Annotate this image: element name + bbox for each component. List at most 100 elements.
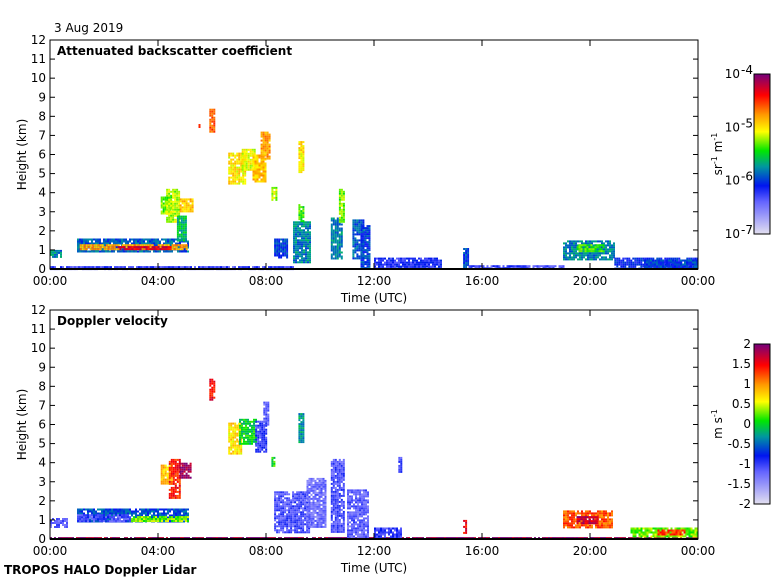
echo-pixel [603,252,605,255]
echo-pixel [142,266,144,269]
colorbar-step [754,213,770,214]
echo-pixel [81,238,83,241]
echo-pixel [107,238,109,241]
echo-pixel [105,244,108,247]
echo-pixel [178,492,181,495]
echo-pixel [189,470,192,473]
echo-pixel [105,512,107,515]
echo-pixel [356,219,359,222]
echo-pixel [599,254,601,257]
echo-pixel [288,266,290,269]
echo-pixel [56,518,58,520]
echo-pixel [613,242,615,245]
echo-pixel [160,472,163,475]
echo-pixel [342,206,345,209]
echo-pixel [284,252,287,255]
echo-pixel [115,244,118,247]
echo-pixel [162,266,164,269]
echo-pixel [185,198,188,201]
echo-pixel [288,525,291,528]
echo-pixel [293,239,295,242]
echo-pixel [87,238,89,241]
echo-pixel [115,520,117,523]
echo-pixel [300,523,303,526]
echo-pixel [182,229,185,232]
echo-pixel [153,242,155,245]
echo-pixel [583,252,585,255]
echo-pixel [245,154,248,157]
echo-pixel [174,190,177,193]
echo-pixel [266,131,269,134]
echo-pixel [166,266,168,269]
echo-pixel [83,240,85,243]
echo-pixel [589,252,591,255]
echo-pixel [628,265,631,268]
echo-pixel [177,514,179,517]
echo-pixel [173,244,176,247]
echo-pixel [131,248,134,251]
echo-pixel [614,261,617,264]
echo-pixel [125,518,127,521]
echo-pixel [141,518,143,521]
echo-pixel [171,242,173,245]
echo-pixel [185,210,188,213]
echo-pixel [124,266,126,269]
echo-pixel [298,527,301,530]
echo-pixel [121,512,123,515]
echo-pixel [109,514,111,517]
echo-pixel [386,261,388,264]
echo-pixel [62,522,64,524]
echo-pixel [251,430,253,433]
echo-pixel [258,154,261,157]
echo-pixel [276,242,279,245]
colorbar-tick-label: 10 [725,120,740,134]
echo-pixel [158,266,160,269]
echo-pixel [567,256,569,259]
echo-pixel [113,240,115,243]
echo-pixel [209,382,212,385]
echo-pixel [107,510,109,513]
echo-pixel [185,246,188,249]
echo-pixel [117,514,119,517]
echo-pixel [598,244,601,247]
echo-region [298,413,305,444]
echo-pixel [396,263,398,266]
echo-pixel [302,435,305,438]
colorbar-step [754,119,770,120]
echo-pixel [187,516,189,519]
echo-pixel [238,166,241,169]
echo-pixel [332,231,335,234]
echo-pixel [672,257,675,260]
echo-pixel [298,218,301,221]
echo-pixel [300,515,303,518]
echo-pixel [169,244,171,247]
echo-pixel [147,518,149,521]
echo-pixel [573,242,575,245]
echo-pixel [174,220,177,223]
echo-pixel [213,382,216,385]
echo-pixel [236,174,239,177]
echo-pixel [282,531,285,534]
echo-pixel [264,151,267,154]
echo-pixel [89,508,91,511]
echo-pixel [573,252,575,255]
echo-pixel [238,450,241,453]
echo-pixel [77,518,79,521]
echo-pixel [300,151,303,154]
echo-pixel [179,246,182,249]
echo-pixel [284,505,287,508]
echo-pixel [280,525,283,528]
echo-pixel [294,523,297,526]
echo-pixel [162,476,165,479]
echo-pixel [230,158,233,161]
echo-pixel [352,249,355,252]
echo-pixel [170,476,173,479]
echo-pixel [340,212,343,215]
echo-pixel [388,263,390,266]
echo-pixel [251,440,253,443]
echo-pixel [251,148,254,151]
echo-pixel [58,518,60,520]
echo-pixel [240,156,243,159]
echo-pixel [107,246,110,249]
colorbar-step [754,189,770,190]
